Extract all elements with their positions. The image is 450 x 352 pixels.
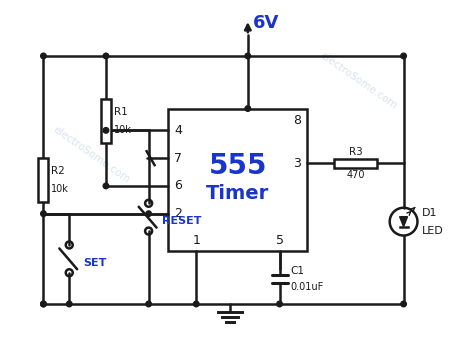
Circle shape <box>277 301 282 307</box>
Text: R1: R1 <box>114 107 128 117</box>
Bar <box>333 159 377 168</box>
Text: 2: 2 <box>175 207 182 220</box>
Text: 7: 7 <box>175 152 182 165</box>
Circle shape <box>146 211 151 216</box>
Circle shape <box>401 301 406 307</box>
Text: C1: C1 <box>291 266 305 276</box>
Text: 555: 555 <box>209 152 267 180</box>
Text: R3: R3 <box>349 147 362 157</box>
Text: 1: 1 <box>192 234 200 247</box>
Text: electroSome.com: electroSome.com <box>230 180 310 240</box>
Text: 470: 470 <box>346 170 364 180</box>
Bar <box>168 108 307 251</box>
Text: 10k: 10k <box>51 184 69 194</box>
Text: LED: LED <box>422 226 443 235</box>
Circle shape <box>40 53 46 59</box>
Text: 3: 3 <box>293 157 302 170</box>
Text: 4: 4 <box>175 124 182 137</box>
Circle shape <box>245 53 251 59</box>
Circle shape <box>401 53 406 59</box>
Circle shape <box>40 211 46 216</box>
Text: electroSome.com: electroSome.com <box>319 50 399 111</box>
Circle shape <box>146 301 151 307</box>
Circle shape <box>40 301 46 307</box>
Text: D1: D1 <box>422 208 437 218</box>
Text: 10k: 10k <box>114 125 132 135</box>
Circle shape <box>67 301 72 307</box>
Text: electroSome.com: electroSome.com <box>51 125 131 186</box>
Text: 8: 8 <box>293 114 302 127</box>
Circle shape <box>194 301 199 307</box>
Circle shape <box>40 301 46 307</box>
Bar <box>39 158 49 202</box>
Text: R2: R2 <box>51 166 65 176</box>
Text: Timer: Timer <box>206 184 270 203</box>
Text: 5: 5 <box>275 234 284 247</box>
Text: 6: 6 <box>175 180 182 193</box>
Circle shape <box>103 127 109 133</box>
Text: RESET: RESET <box>162 216 202 226</box>
Bar <box>101 99 111 143</box>
Circle shape <box>103 183 109 189</box>
Polygon shape <box>400 217 408 227</box>
Circle shape <box>103 53 109 59</box>
Circle shape <box>245 106 251 111</box>
Text: 6V: 6V <box>253 14 279 32</box>
Text: SET: SET <box>83 258 107 268</box>
Text: 0.01uF: 0.01uF <box>291 282 324 292</box>
